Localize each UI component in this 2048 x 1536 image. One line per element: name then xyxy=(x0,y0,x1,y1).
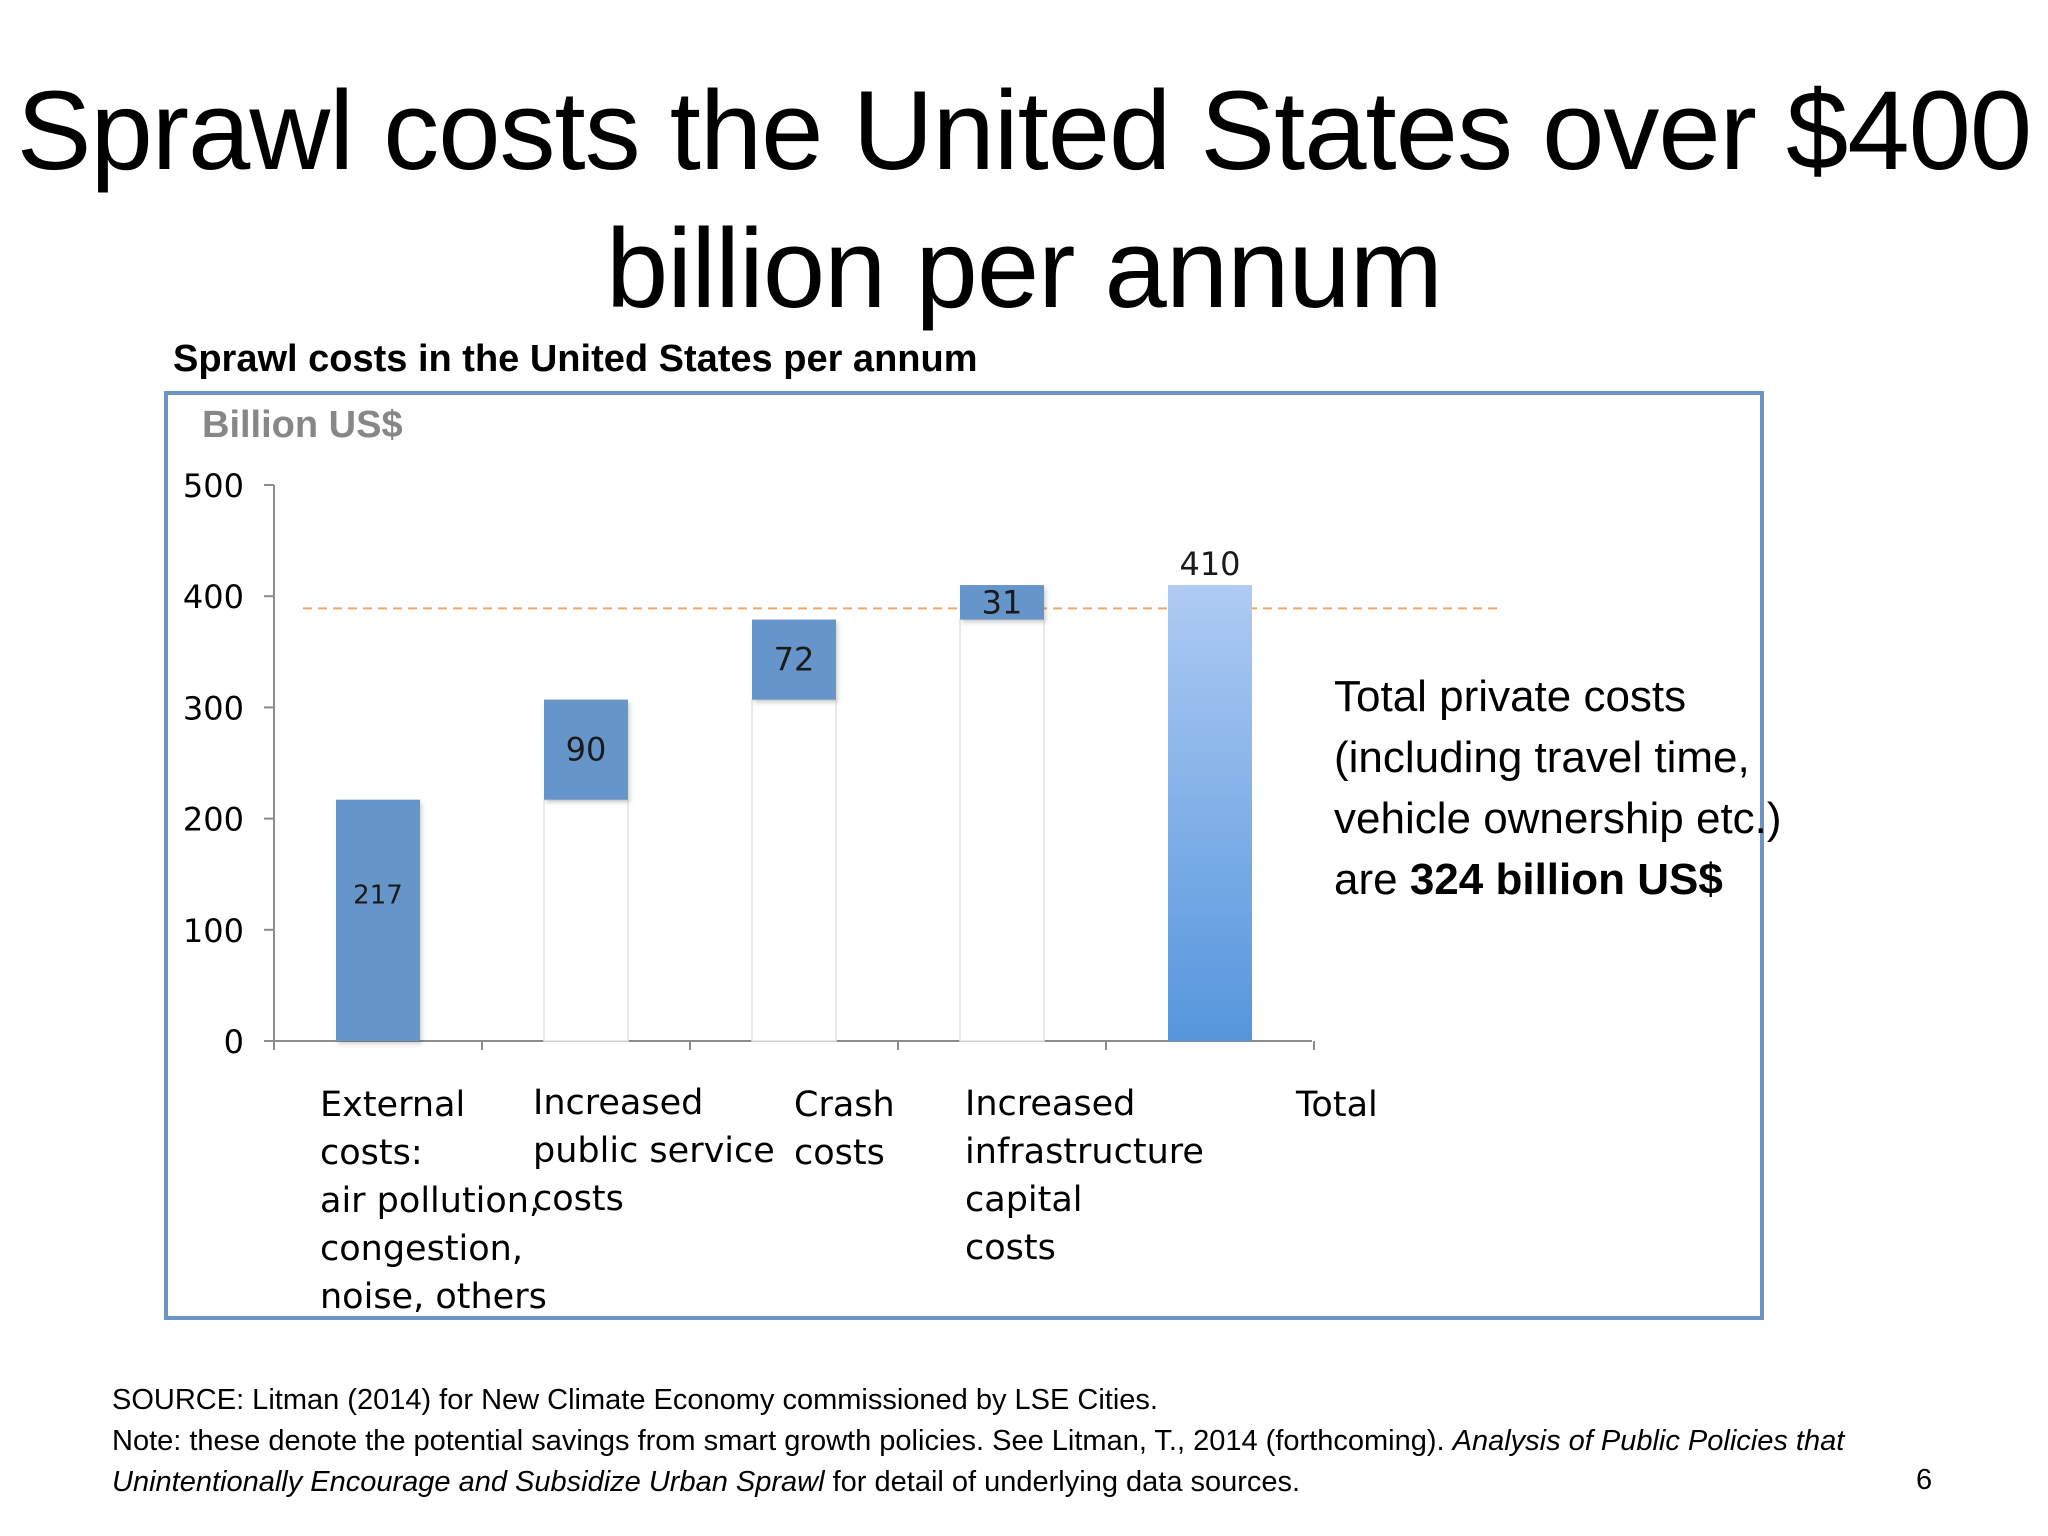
category-label: Increased public service costs xyxy=(533,1083,775,1219)
note-line-2: (including travel time, xyxy=(1334,733,1750,782)
footer-note-line-1: Note: these denote the potential savings… xyxy=(112,1421,1844,1462)
note-line-4-prefix: are xyxy=(1334,855,1410,904)
category-label-line: costs xyxy=(794,1133,885,1173)
category-label: Increased infrastructure capital costs xyxy=(965,1084,1204,1268)
category-label-line: public service xyxy=(533,1131,775,1171)
footer-note-italic-1: Analysis of Public Policies that xyxy=(1452,1425,1845,1457)
chart-frame: Billion US$ 0 100 200 300 400 500 217 90 72 31 410 E… xyxy=(164,391,1764,1320)
y-tick-label: 100 xyxy=(183,912,244,950)
slide-title-line-2: billion per annum xyxy=(606,206,1443,331)
category-label: Crash costs xyxy=(794,1085,895,1173)
footer: SOURCE: Litman (2014) for New Climate Ec… xyxy=(112,1380,1844,1503)
category-label-line: capital xyxy=(965,1180,1083,1220)
total-bar xyxy=(1168,585,1252,1041)
footer-note-tail: for detail of underlying data sources. xyxy=(824,1466,1301,1498)
category-label-line: costs: xyxy=(320,1133,423,1173)
category-label-line: infrastructure xyxy=(965,1132,1204,1172)
category-label-line: External xyxy=(320,1085,465,1125)
footer-note-italic-2: Unintentionally Encourage and Subsidize … xyxy=(112,1466,825,1498)
category-label-line: Total xyxy=(1295,1085,1378,1125)
y-tick-label: 500 xyxy=(183,467,244,505)
waterfall-base-bar xyxy=(751,698,837,1042)
waterfall-base-bar xyxy=(959,618,1045,1042)
category-label-line: costs xyxy=(533,1179,624,1219)
category-label-line: Increased xyxy=(965,1084,1135,1124)
y-tick-label: 0 xyxy=(224,1023,244,1061)
chart-heading: Sprawl costs in the United States per an… xyxy=(173,338,978,380)
category-label-line: air pollution, xyxy=(320,1181,540,1221)
cost-bar xyxy=(960,585,1044,620)
category-label-line: noise, others xyxy=(320,1277,547,1316)
private-costs-note: Total private costs (including travel ti… xyxy=(1334,666,1782,910)
data-label: 90 xyxy=(566,731,607,769)
note-line-1: Total private costs xyxy=(1334,672,1687,721)
waterfall-base-bar xyxy=(543,798,629,1042)
y-tick-label: 200 xyxy=(183,801,244,839)
y-tick-label: 400 xyxy=(183,578,244,616)
cost-bar xyxy=(752,619,836,700)
data-label: 31 xyxy=(982,583,1023,621)
y-tick-label: 300 xyxy=(183,689,244,727)
data-label: 217 xyxy=(353,880,403,910)
slide-title-line-1: Sprawl costs the United States over $400 xyxy=(16,68,2032,193)
slide-title: Sprawl costs the United States over $400… xyxy=(0,62,2048,338)
footer-note-plain: Note: these denote the potential savings… xyxy=(112,1425,1453,1457)
data-label: 410 xyxy=(1179,545,1240,583)
category-label-line: Increased xyxy=(533,1083,703,1123)
footer-source: SOURCE: Litman (2014) for New Climate Ec… xyxy=(112,1384,1158,1416)
note-line-3: vehicle ownership etc.) xyxy=(1334,794,1782,843)
category-label: Total xyxy=(1295,1085,1378,1125)
note-line-4-bold: 324 billion US$ xyxy=(1409,855,1723,904)
footer-note-line-2: Unintentionally Encourage and Subsidize … xyxy=(112,1462,1844,1503)
cost-bar xyxy=(544,699,628,800)
y-axis-label: Billion US$ xyxy=(202,404,403,446)
note-line-4: are 324 billion US$ xyxy=(1334,849,1782,910)
category-label-line: congestion, xyxy=(320,1229,523,1269)
page-number: 6 xyxy=(1916,1464,1933,1496)
data-label: 72 xyxy=(774,641,815,679)
cost-bar xyxy=(336,799,420,1041)
waterfall-chart: Billion US$ 0 100 200 300 400 500 217 90 72 31 410 E… xyxy=(183,404,1503,1316)
category-label: External costs: air pollution, congestion, n… xyxy=(320,1085,547,1316)
category-label-line: costs xyxy=(965,1228,1056,1268)
category-label-line: Crash xyxy=(794,1085,895,1125)
